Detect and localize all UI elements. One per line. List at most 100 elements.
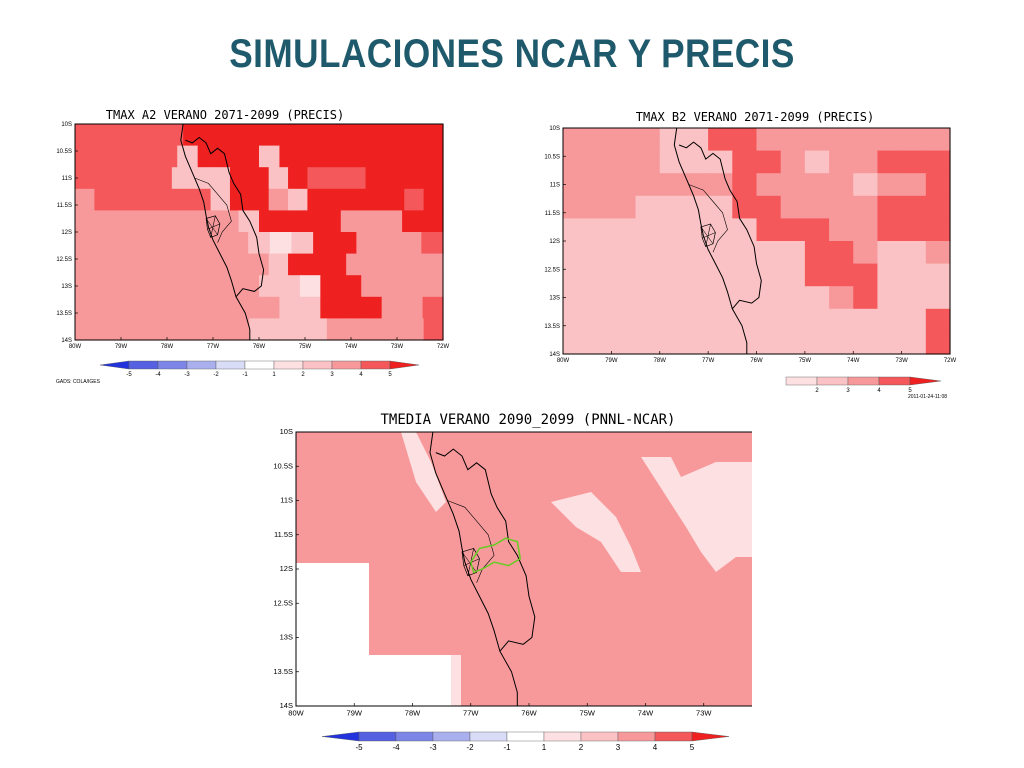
legend-label: 3: [616, 743, 621, 752]
region-boundary: [435, 448, 536, 652]
grid-cell: [307, 253, 328, 276]
grid-cell: [340, 145, 362, 168]
slide-title: SIMULACIONES NCAR Y PRECIS: [229, 32, 795, 76]
grid-cell: [226, 124, 249, 147]
light-band: [451, 655, 461, 706]
grid-cell: [75, 318, 95, 341]
grid-cell: [635, 331, 661, 355]
grid-cell: [95, 275, 117, 298]
grid-cell: [635, 286, 661, 310]
grid-cell: [210, 188, 231, 211]
lon-label: 79W: [605, 358, 618, 364]
grid-cell: [152, 318, 173, 341]
grid-cell: [404, 167, 425, 190]
grid-cell: [402, 296, 424, 319]
grid-cell: [659, 308, 685, 332]
grid-cell: [218, 275, 240, 298]
grid-cell: [635, 195, 661, 219]
grid-cell: [402, 145, 424, 168]
grid-cell: [133, 253, 154, 276]
coastline: [429, 431, 518, 706]
legend-label: 5: [388, 372, 392, 378]
pnnl-green-contour: [469, 537, 522, 574]
grid-cell: [334, 124, 358, 147]
grid-cell: [611, 150, 637, 174]
grid-cell: [136, 275, 158, 298]
grid-cell: [197, 296, 219, 319]
grid-cell: [238, 210, 260, 233]
coastline: [673, 127, 748, 354]
lon-label: 73W: [895, 358, 908, 364]
lon-label: 72W: [437, 344, 450, 350]
grid-cell: [780, 173, 806, 197]
grid-cell: [177, 210, 199, 233]
lon-label: 80W: [288, 709, 304, 718]
grid-cell: [901, 263, 927, 287]
grid-cell: [563, 195, 588, 219]
lon-label: 76W: [253, 344, 266, 350]
grid-cell: [75, 275, 97, 298]
grid-cell: [268, 167, 289, 190]
legend-swatch: [506, 731, 545, 742]
grid-cell: [361, 145, 383, 168]
grid-cell: [191, 318, 212, 341]
grid-cell: [780, 308, 806, 332]
grid-cell: [421, 124, 444, 147]
grid-cell: [136, 210, 158, 233]
grid-cell: [925, 173, 951, 197]
map-a2-footer: GADS: COLA/IGES: [56, 379, 101, 385]
grid-cell: [563, 150, 588, 174]
district-line: [702, 232, 716, 239]
grid-cell: [587, 195, 612, 219]
grid-cell: [780, 195, 806, 219]
lat-label: 11.5S: [545, 211, 560, 217]
grid-cell: [381, 145, 403, 168]
grid-cell: [313, 124, 336, 147]
legend-swatch: [847, 376, 880, 386]
grid-cell: [732, 150, 758, 174]
grid-cell: [229, 253, 250, 276]
grid-cell: [683, 218, 709, 242]
grid-cell: [268, 188, 289, 211]
grid-cell: [139, 232, 163, 255]
grid-cell: [587, 263, 612, 287]
grid-cell: [756, 331, 782, 355]
grid-cell: [197, 275, 219, 298]
grid-cell: [756, 218, 782, 242]
grid-cell: [75, 167, 95, 190]
grid-cell: [683, 286, 709, 310]
grid-cell: [635, 173, 661, 197]
grid-cell: [659, 263, 685, 287]
grid-cell: [780, 263, 806, 287]
lat-label: 11.5S: [274, 530, 293, 539]
grid-cell: [381, 275, 403, 298]
legend-label: -4: [392, 743, 400, 752]
grid-cell: [365, 167, 386, 190]
grid-cell: [611, 241, 637, 265]
grid-cell: [611, 286, 637, 310]
lon-label: 73W: [391, 344, 404, 350]
lon-label: 72W: [944, 358, 957, 364]
legend-label: -1: [242, 372, 248, 378]
grid-cell: [183, 124, 206, 147]
grid-cell: [136, 296, 158, 319]
grid-cell: [853, 150, 879, 174]
grid-cell: [422, 296, 444, 319]
grid-cell: [877, 195, 903, 219]
grid-cell: [249, 318, 270, 341]
grid-cell: [780, 331, 806, 355]
grid-cell: [183, 232, 206, 255]
grid-cell: [732, 263, 758, 287]
grid-cell: [587, 128, 612, 152]
grid-cell: [804, 286, 830, 310]
grid-cell: [804, 150, 830, 174]
grid-cell: [307, 318, 328, 341]
legend-label: 1: [272, 372, 276, 378]
grid-cell: [829, 218, 854, 242]
grid-cell: [288, 318, 309, 341]
province-boundary: [688, 184, 728, 253]
legend-swatch: [358, 731, 397, 742]
grid-cell: [334, 232, 358, 255]
grid-cell: [587, 331, 612, 355]
grid-cell: [756, 173, 782, 197]
